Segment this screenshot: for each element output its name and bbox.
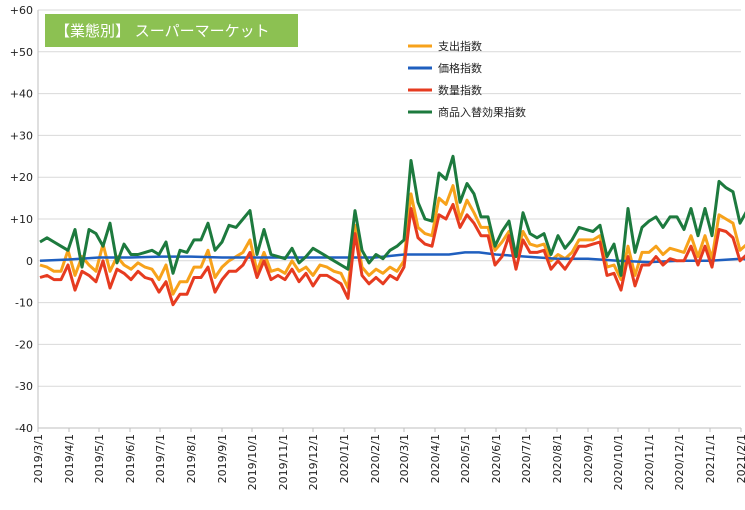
series-line-1	[39, 251, 745, 264]
y-tick-label: +30	[10, 129, 33, 142]
x-tick-label: 2019/12/1	[307, 434, 320, 490]
y-tick-label: 0	[26, 255, 33, 268]
x-tick-label: 2021/1/1	[704, 434, 717, 483]
x-tick-label: 2020/2/1	[369, 434, 382, 483]
legend-label: 商品入替効果指数	[438, 105, 526, 119]
x-tick-label: 2020/7/1	[520, 434, 533, 483]
legend-label: 数量指数	[438, 83, 482, 97]
x-tick-label: 2019/8/1	[185, 434, 198, 483]
x-tick-label: 2019/5/1	[93, 434, 106, 483]
series-line-3	[39, 154, 745, 277]
x-tick-label: 2020/8/1	[551, 434, 564, 483]
y-tick-label: +60	[10, 4, 33, 17]
y-tick-label: +40	[10, 88, 33, 101]
y-tick-label: -10	[15, 297, 33, 310]
x-tick-label: 2019/7/1	[154, 434, 167, 483]
chart-title-background	[45, 14, 298, 47]
x-tick-label: 2020/10/1	[612, 434, 625, 490]
series-line-0	[39, 184, 745, 296]
y-tick-label: +20	[10, 171, 33, 184]
x-tick-label: 2021/2/1	[735, 434, 745, 483]
x-tick-label: 2019/4/1	[63, 434, 76, 483]
x-tick-label: 2019/10/1	[246, 434, 259, 490]
x-tick-label: 2020/4/1	[429, 434, 442, 483]
chart-title: 【業態別】 スーパーマーケット	[45, 14, 298, 47]
y-tick-label: -40	[15, 422, 33, 435]
x-tick-label: 2020/1/1	[338, 434, 351, 483]
x-tick-label: 2020/3/1	[398, 434, 411, 483]
x-tick-label: 2020/9/1	[582, 434, 595, 483]
x-tick-label: 2019/3/1	[32, 434, 45, 483]
x-tick-label: 2020/11/1	[643, 434, 656, 490]
x-tick-label: 2020/5/1	[459, 434, 472, 483]
x-tick-label: 2019/9/1	[216, 434, 229, 483]
legend-label: 支出指数	[438, 39, 482, 53]
x-tick-label: 2020/6/1	[490, 434, 503, 483]
x-tick-label: 2019/6/1	[124, 434, 137, 483]
x-tick-label: 2020/12/1	[673, 434, 686, 490]
y-tick-label: +50	[10, 46, 33, 59]
series-lines	[39, 154, 745, 307]
y-tick-label: -30	[15, 380, 33, 393]
chart-title-text: 【業態別】 スーパーマーケット	[55, 22, 270, 40]
y-axis-labels: -40 -30 -20 -10 0 +10 +20 +30 +40 +50 +60	[10, 4, 33, 435]
y-tick-label: +10	[10, 213, 33, 226]
series-line-2	[39, 202, 745, 307]
x-axis: 2019/3/1 2019/4/1 2019/5/1 2019/6/1 2019/7/1…	[32, 427, 745, 490]
x-tick-label: 2019/11/1	[277, 434, 290, 490]
y-tick-label: -20	[15, 338, 33, 351]
legend-label: 価格指数	[438, 61, 482, 75]
gridlines	[37, 9, 741, 429]
